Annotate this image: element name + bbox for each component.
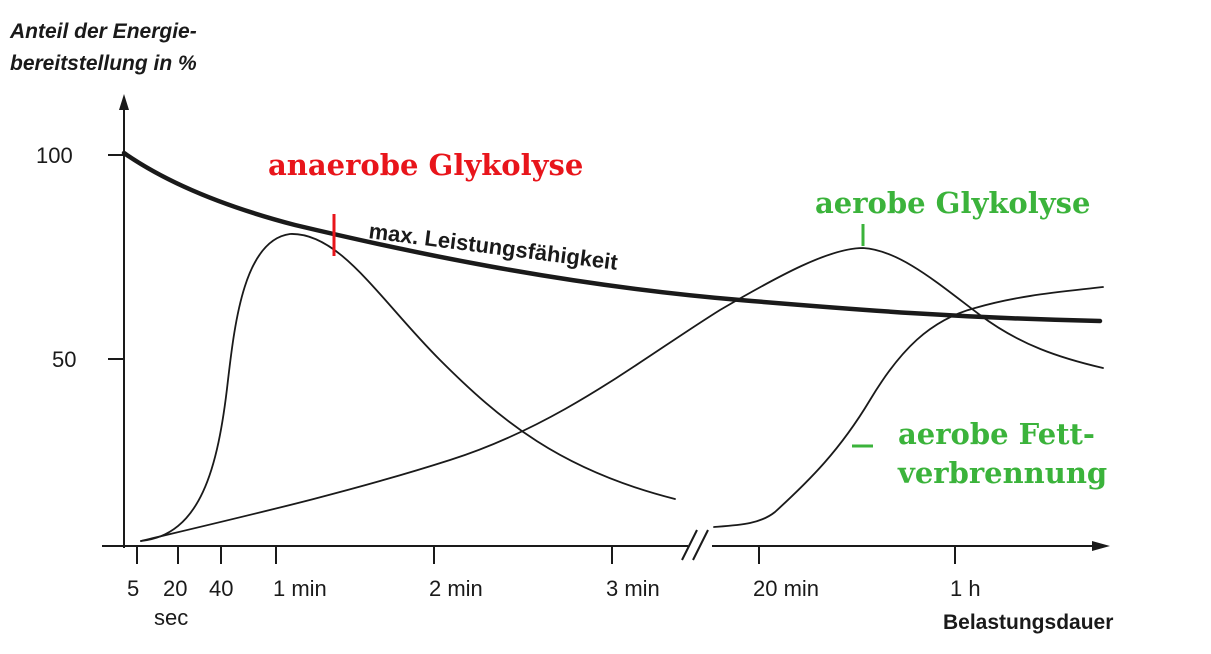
axis-break-mark-1 bbox=[681, 529, 698, 561]
x-axis-title: Belastungsdauer bbox=[943, 611, 1113, 634]
axis-break-mark-2 bbox=[692, 529, 709, 561]
label-anaerobe-glykolyse: anaerobe Glykolyse bbox=[268, 148, 583, 182]
label-aerobe-glykolyse: aerobe Glykolyse bbox=[815, 186, 1090, 220]
label-aerobe-fett-line1: aerobe Fett- bbox=[898, 417, 1095, 451]
series-aerobe-fettverbrennung bbox=[713, 286, 1104, 528]
x-tick-label-sec: sec bbox=[154, 605, 188, 630]
series-anaerobe-glykolyse bbox=[140, 233, 676, 542]
x-tick-label-40: 40 bbox=[209, 576, 233, 601]
axes bbox=[102, 94, 1110, 564]
y-tick-label-50: 50 bbox=[52, 347, 76, 372]
x-tick-label-1min: 1 min bbox=[273, 576, 327, 601]
y-axis-title-line2: bereitstellung in % bbox=[10, 52, 197, 75]
y-axis-title-line1: Anteil der Energie- bbox=[9, 20, 197, 43]
y-axis-arrow bbox=[119, 94, 129, 110]
x-tick-label-5: 5 bbox=[127, 576, 139, 601]
series-aerobe-glykolyse bbox=[140, 247, 1104, 542]
x-tick-label-20min: 20 min bbox=[753, 576, 819, 601]
x-axis-arrow bbox=[1092, 541, 1110, 551]
x-tick-label-20: 20 bbox=[163, 576, 187, 601]
x-tick-label-2min: 2 min bbox=[429, 576, 483, 601]
x-tick-label-1h: 1 h bbox=[950, 576, 981, 601]
label-aerobe-fett-line2: verbrennung bbox=[897, 456, 1107, 490]
series-max-leistungsfaehigkeit bbox=[121, 150, 1103, 324]
x-tick-label-3min: 3 min bbox=[606, 576, 660, 601]
y-tick-label-100: 100 bbox=[36, 143, 73, 168]
